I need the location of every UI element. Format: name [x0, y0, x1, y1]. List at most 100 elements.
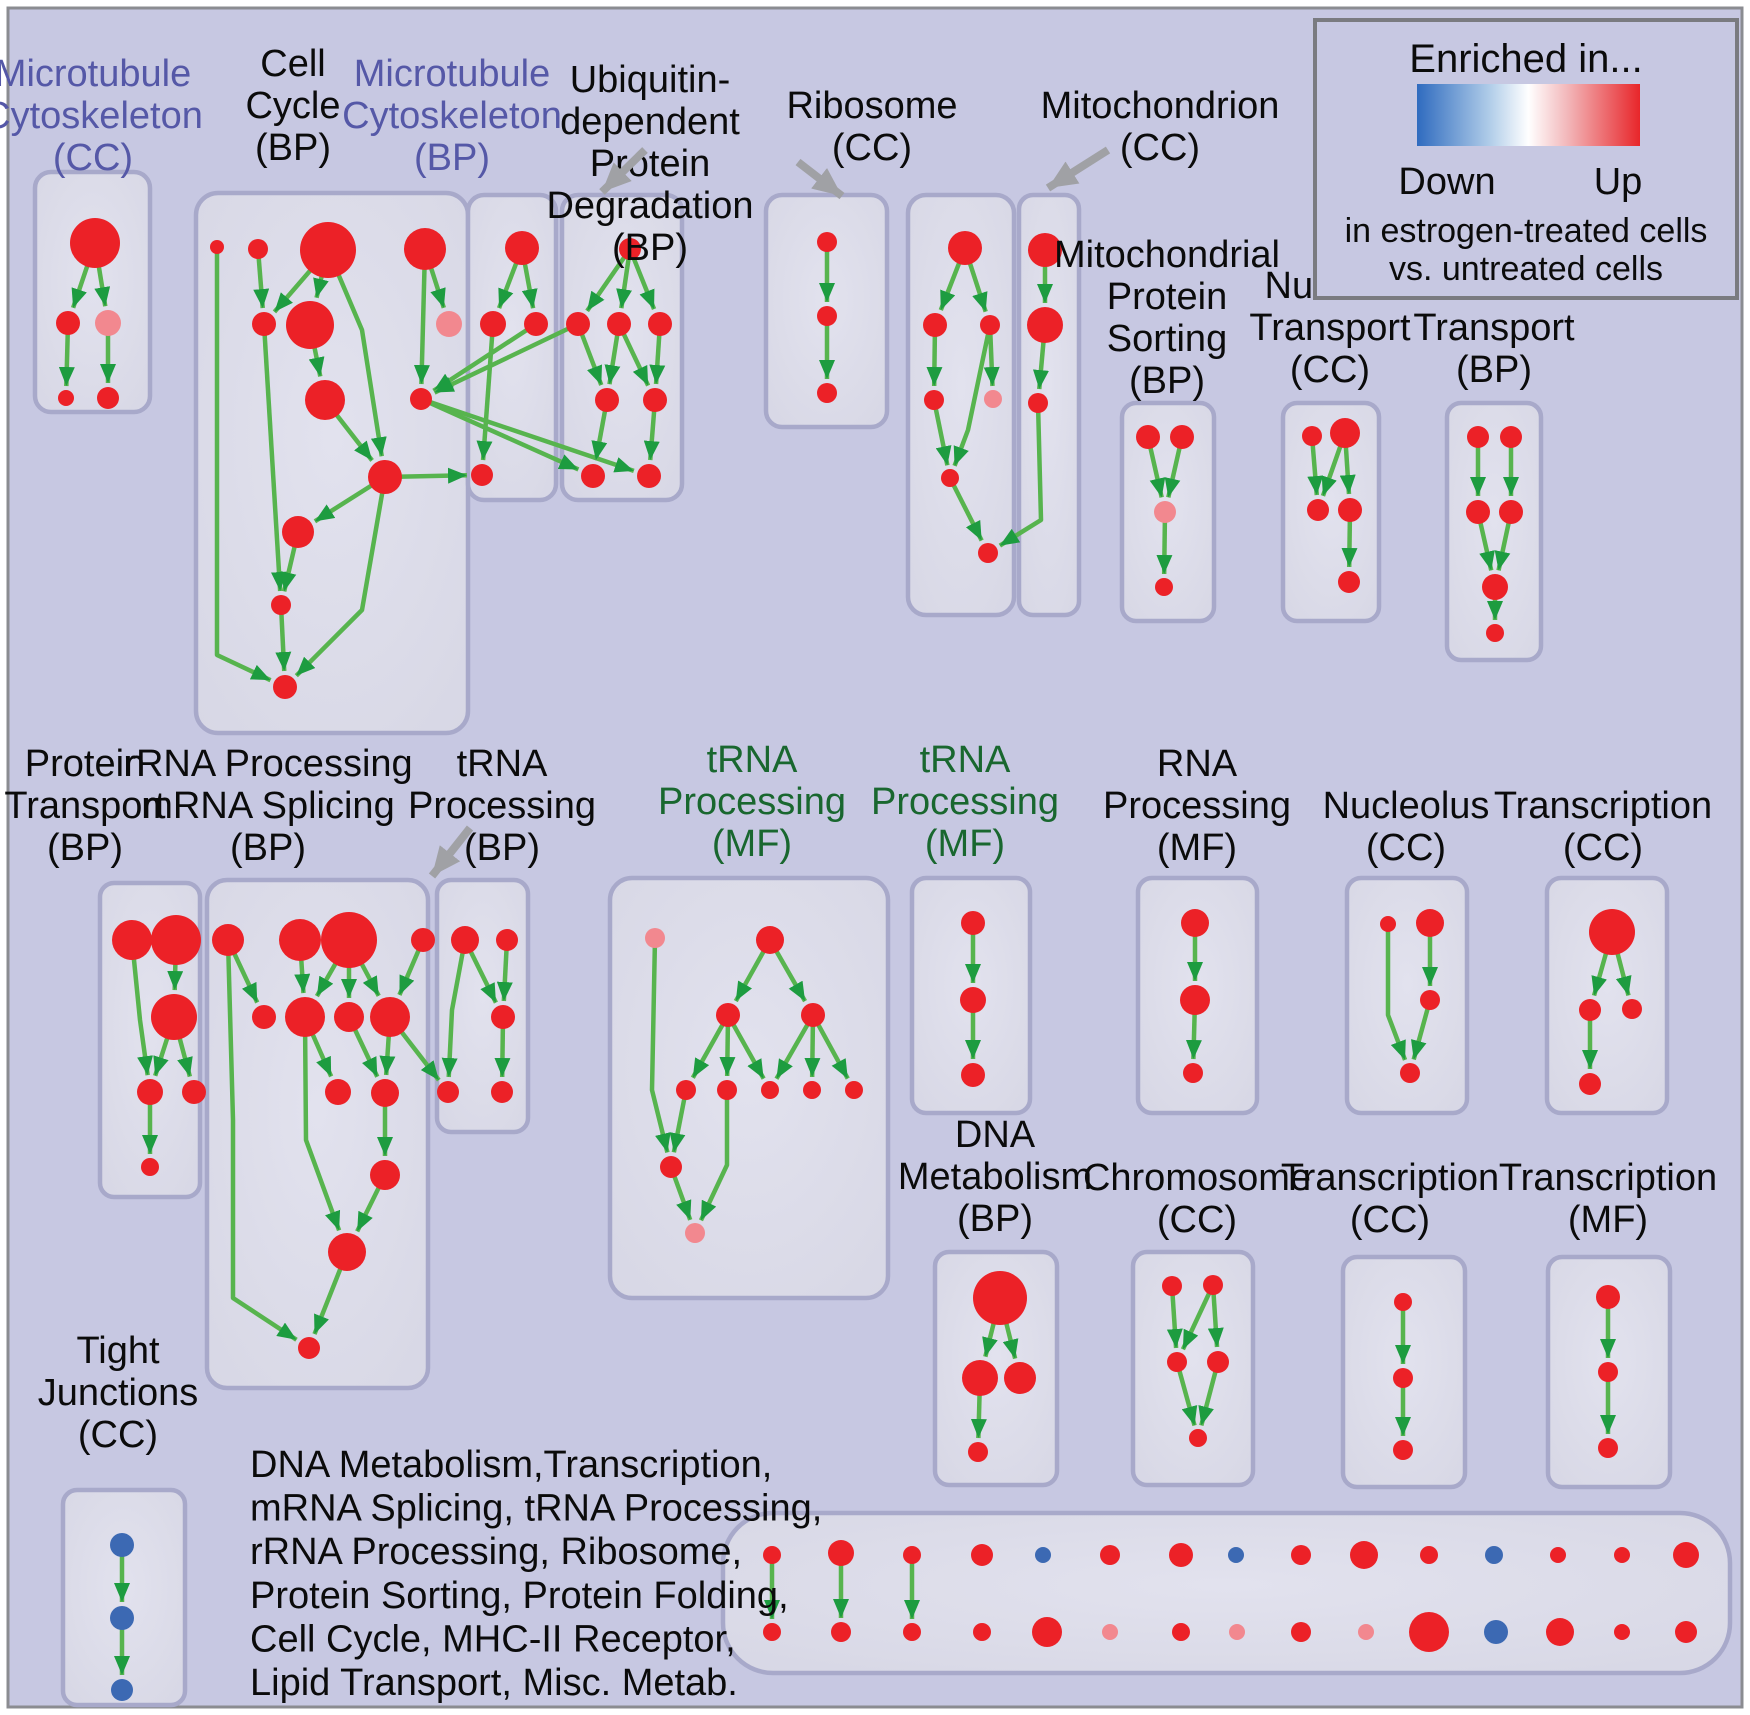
node-wo2 — [1675, 1621, 1697, 1643]
node-c4 — [471, 464, 493, 486]
node-s1 — [212, 924, 244, 956]
node-ab2 — [962, 1360, 998, 1396]
node-ab1 — [973, 1271, 1027, 1325]
node-w1 — [645, 928, 665, 948]
node-wi2 — [1291, 1622, 1311, 1642]
node-d7 — [581, 464, 605, 488]
cluster-label-protein-transport-label: Protein Transport (BP) — [4, 743, 166, 869]
edge-arrow — [420, 396, 580, 472]
node-x1 — [961, 911, 985, 935]
node-wk1 — [1420, 1546, 1438, 1564]
cluster-label-mps-label: Mitochondrial Protein Sorting (BP) — [1054, 234, 1280, 402]
node-s11 — [370, 1160, 400, 1190]
node-a3 — [95, 310, 121, 336]
node-ad2 — [1393, 1368, 1413, 1388]
cluster-box-chromosome — [1130, 1249, 1256, 1488]
node-v5 — [491, 1081, 513, 1103]
node-w11 — [685, 1223, 705, 1243]
node-ac2 — [1203, 1275, 1223, 1295]
node-ac1 — [1162, 1276, 1182, 1296]
node-q2 — [1500, 426, 1522, 448]
node-ae3 — [1598, 1438, 1618, 1458]
node-wk2 — [1409, 1612, 1449, 1652]
cluster-box-mixed-wide — [720, 1510, 1733, 1676]
node-w8 — [803, 1081, 821, 1099]
edge-arrow — [1207, 1284, 1224, 1348]
node-t6 — [141, 1158, 159, 1176]
node-ad3 — [1393, 1440, 1413, 1460]
cluster-label-rna-proc-mf-label: RNA Processing (MF) — [1103, 743, 1291, 869]
node-p1 — [1136, 425, 1160, 449]
node-w2 — [756, 926, 784, 954]
node-s5 — [252, 1005, 276, 1029]
node-aa2 — [1579, 999, 1601, 1021]
node-m2 — [1027, 307, 1063, 343]
label-pointer-arrow — [795, 158, 845, 200]
edge-arrow — [585, 247, 632, 313]
node-u1 — [817, 232, 837, 252]
node-we2 — [1032, 1617, 1062, 1647]
node-x3 — [961, 1063, 985, 1087]
node-c2 — [480, 311, 506, 337]
node-b6 — [286, 301, 334, 349]
node-d4 — [648, 312, 672, 336]
node-wi1 — [1291, 1545, 1311, 1565]
node-s9 — [325, 1079, 351, 1105]
edge-arrow — [441, 939, 468, 1078]
edge-arrow — [811, 1013, 850, 1080]
node-r4 — [924, 390, 944, 410]
node-m1 — [1028, 233, 1062, 267]
legend-box — [1313, 18, 1739, 300]
merged-categories-note: DNA Metabolism,Transcription, mRNA Splici… — [250, 1444, 822, 1704]
node-v4 — [437, 1081, 459, 1103]
legend-subtitle-line1: in estrogen-treated cells — [1345, 212, 1708, 250]
node-wf1 — [1100, 1545, 1120, 1565]
node-v3 — [491, 1005, 515, 1029]
node-x2 — [960, 987, 986, 1013]
node-wb2 — [831, 1622, 851, 1642]
node-s4 — [411, 928, 435, 952]
node-b1 — [210, 240, 224, 254]
node-w4 — [801, 1003, 825, 1027]
label-pointer-arrow — [428, 825, 474, 879]
edge-arrow — [302, 1016, 342, 1232]
node-r6 — [941, 469, 959, 487]
node-b10 — [368, 460, 402, 494]
node-wa1 — [763, 1546, 781, 1564]
node-m3 — [1028, 393, 1048, 413]
legend-subtitle-line2: vs. untreated cells — [1389, 250, 1663, 288]
node-p4 — [1155, 578, 1173, 596]
node-wj2 — [1358, 1624, 1374, 1640]
node-b3 — [300, 222, 356, 278]
node-c1 — [505, 231, 539, 265]
node-a2 — [56, 311, 80, 335]
node-d5 — [595, 388, 619, 412]
edge-arrow — [294, 476, 388, 678]
node-a1 — [70, 218, 120, 268]
node-z1 — [1380, 916, 1396, 932]
node-n2 — [1330, 418, 1360, 448]
edge-arrow — [669, 1089, 689, 1153]
node-we1 — [1035, 1547, 1051, 1563]
edge-arrow — [1180, 1284, 1216, 1351]
node-ac4 — [1207, 1351, 1229, 1373]
node-p2 — [1170, 425, 1194, 449]
node-v2 — [496, 929, 518, 951]
edge-arrow — [931, 399, 952, 466]
node-q5 — [1482, 574, 1508, 600]
node-t4 — [137, 1079, 163, 1105]
cluster-label-transcription-cc-top-label: Transcription (CC) — [1494, 785, 1712, 869]
node-wc2 — [903, 1623, 921, 1641]
edge-arrow — [413, 248, 430, 385]
node-d1 — [619, 238, 641, 260]
cluster-box-dna-metabolism — [932, 1249, 1060, 1488]
cluster-label-dna-metabolism-label: DNA Metabolism (BP) — [898, 1114, 1092, 1240]
node-ac5 — [1189, 1429, 1207, 1447]
cluster-label-cell-cycle-label: Cell Cycle (BP) — [245, 43, 340, 169]
edge-arrow — [998, 402, 1044, 548]
cluster-label-transcription-cc-bottom-label: Transcription (CC) — [1281, 1157, 1499, 1241]
node-a5 — [97, 387, 119, 409]
edge-arrow — [698, 1090, 730, 1222]
legend-title: Enriched in... — [1409, 37, 1642, 81]
